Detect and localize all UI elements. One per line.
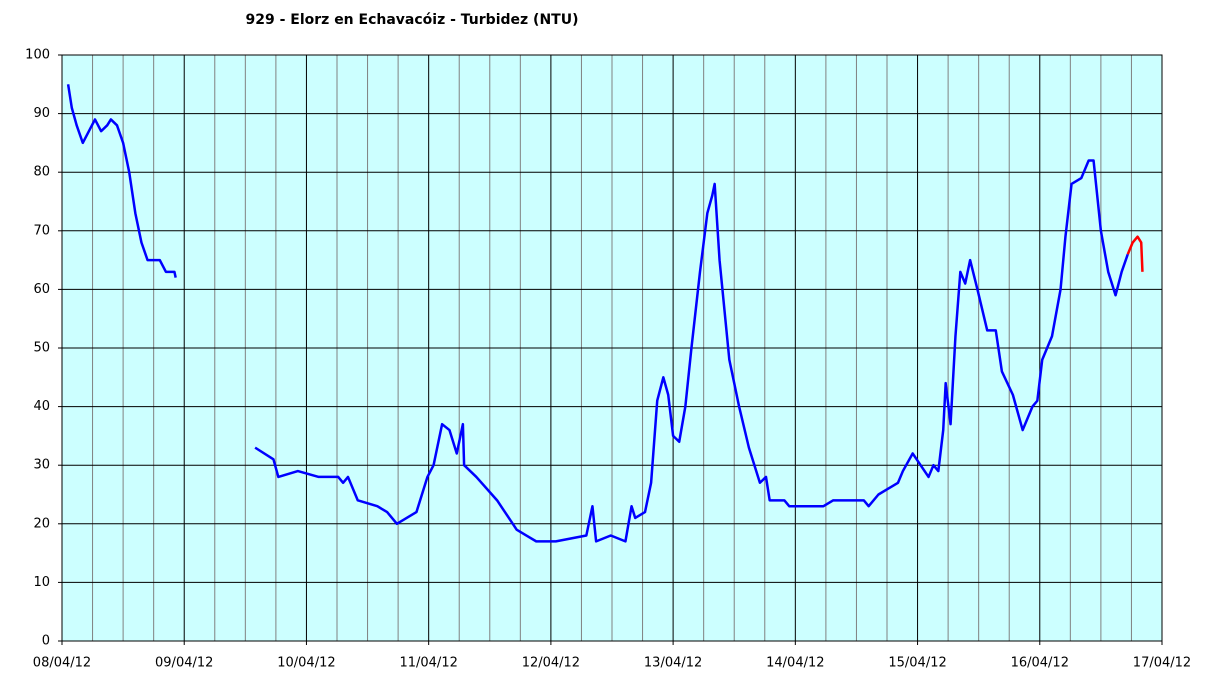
data-line	[1126, 235, 1144, 272]
x-tick-label: 11/04/12	[399, 656, 457, 671]
x-tick-label: 12/04/12	[522, 656, 580, 671]
y-tick-label: 20	[33, 516, 50, 531]
y-tick-label: 70	[33, 223, 50, 238]
data-line	[66, 84, 177, 278]
y-tick-label: 10	[33, 575, 50, 590]
y-tick-label: 0	[42, 634, 50, 649]
x-tick-label: 16/04/12	[1011, 656, 1069, 671]
x-tick-label: 09/04/12	[155, 656, 213, 671]
x-tick-label: 10/04/12	[277, 656, 335, 671]
y-tick-label: 30	[33, 458, 50, 473]
x-tick-label: 15/04/12	[888, 656, 946, 671]
x-tick-label: 14/04/12	[766, 656, 824, 671]
y-tick-label: 100	[25, 48, 50, 63]
y-tick-label: 60	[33, 282, 50, 297]
x-tick-label: 17/04/12	[1133, 656, 1191, 671]
y-tick-label: 50	[33, 341, 50, 356]
y-tick-label: 90	[33, 106, 50, 121]
y-tick-label: 40	[33, 399, 50, 414]
data-line	[254, 159, 1129, 543]
y-tick-label: 80	[33, 165, 50, 180]
x-tick-label: 13/04/12	[644, 656, 702, 671]
x-tick-label: 08/04/12	[33, 656, 91, 671]
chart-title: 929 - Elorz en Echavacóiz - Turbidez (NT…	[246, 12, 579, 28]
